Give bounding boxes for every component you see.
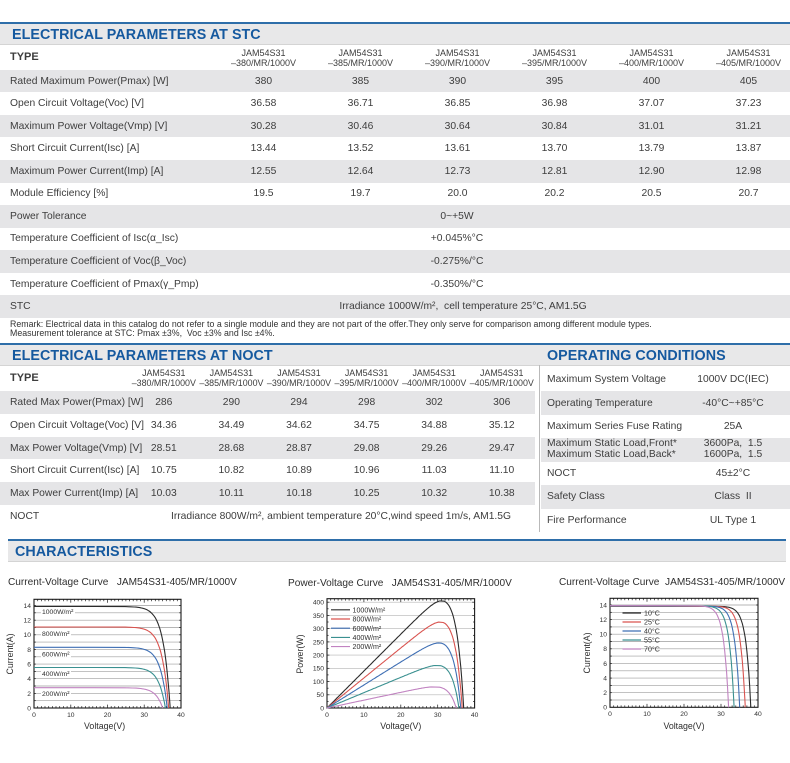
svg-text:300: 300	[313, 626, 324, 633]
svg-text:2: 2	[27, 691, 31, 698]
svg-text:10: 10	[600, 632, 608, 639]
svg-text:0: 0	[325, 712, 329, 719]
svg-text:10: 10	[643, 711, 651, 718]
svg-text:Voltage(V): Voltage(V)	[663, 721, 704, 731]
svg-text:25°C: 25°C	[644, 619, 660, 627]
svg-text:0: 0	[608, 711, 612, 718]
svg-text:2: 2	[603, 690, 607, 697]
svg-text:200W/m²: 200W/m²	[42, 691, 70, 698]
svg-text:250: 250	[313, 639, 324, 646]
svg-text:6: 6	[27, 662, 31, 669]
svg-text:30: 30	[434, 712, 442, 719]
svg-text:400W/m²: 400W/m²	[42, 671, 70, 678]
svg-text:14: 14	[600, 602, 608, 609]
svg-text:8: 8	[603, 646, 607, 653]
svg-text:1000W/m²: 1000W/m²	[42, 609, 74, 616]
svg-text:40: 40	[754, 711, 762, 718]
svg-text:200W/m²: 200W/m²	[353, 643, 382, 651]
svg-text:150: 150	[313, 666, 324, 673]
svg-text:Power(W): Power(W)	[295, 634, 305, 673]
svg-text:12: 12	[24, 618, 32, 625]
svg-text:10°C: 10°C	[644, 610, 660, 618]
svg-text:20: 20	[680, 711, 688, 718]
svg-text:20: 20	[397, 712, 405, 719]
svg-text:800W/m²: 800W/m²	[353, 616, 382, 624]
svg-text:0: 0	[320, 705, 324, 712]
svg-text:12: 12	[600, 617, 608, 624]
svg-text:1000W/m²: 1000W/m²	[353, 606, 386, 614]
svg-text:6: 6	[603, 661, 607, 668]
svg-text:400W/m²: 400W/m²	[353, 634, 382, 642]
svg-text:8: 8	[27, 647, 31, 654]
svg-text:10: 10	[360, 712, 368, 719]
svg-text:400: 400	[313, 600, 324, 607]
svg-text:Current(A): Current(A)	[5, 633, 15, 674]
svg-text:40: 40	[177, 712, 185, 719]
svg-text:800W/m²: 800W/m²	[42, 631, 70, 638]
svg-text:4: 4	[27, 676, 31, 683]
svg-text:Voltage(V): Voltage(V)	[380, 721, 421, 731]
svg-text:10: 10	[24, 632, 32, 639]
svg-text:40°C: 40°C	[644, 628, 660, 636]
svg-text:100: 100	[313, 679, 324, 686]
svg-text:Current(A): Current(A)	[582, 632, 592, 673]
svg-text:30: 30	[717, 711, 725, 718]
svg-text:350: 350	[313, 613, 324, 620]
svg-text:Voltage(V): Voltage(V)	[84, 721, 125, 731]
svg-text:14: 14	[24, 603, 32, 610]
svg-text:600W/m²: 600W/m²	[42, 651, 70, 658]
svg-text:600W/m²: 600W/m²	[353, 625, 382, 633]
svg-text:0: 0	[603, 705, 607, 712]
svg-text:200: 200	[313, 653, 324, 660]
svg-text:70°C: 70°C	[644, 646, 660, 654]
svg-text:10: 10	[67, 712, 75, 719]
svg-text:20: 20	[104, 712, 112, 719]
svg-text:4: 4	[603, 676, 607, 683]
svg-text:0: 0	[32, 712, 36, 719]
svg-text:40: 40	[471, 712, 479, 719]
svg-text:55°C: 55°C	[644, 637, 660, 645]
svg-text:50: 50	[317, 692, 325, 699]
svg-text:30: 30	[140, 712, 148, 719]
svg-text:0: 0	[27, 705, 31, 712]
